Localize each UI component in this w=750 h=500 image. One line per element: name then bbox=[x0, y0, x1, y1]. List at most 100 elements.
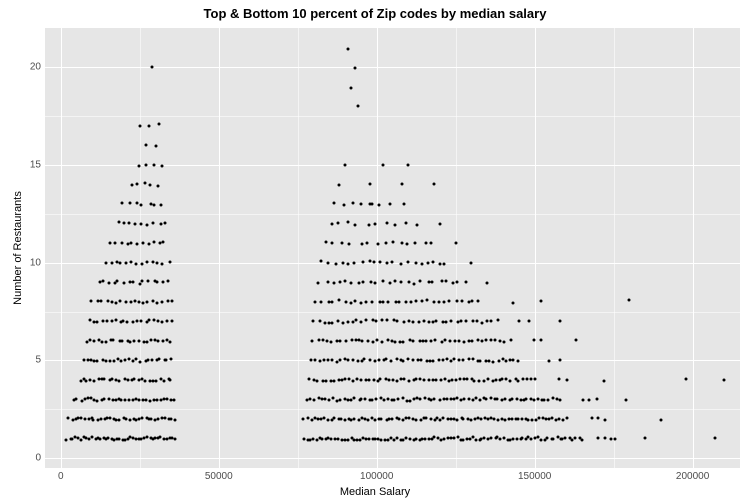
data-point bbox=[372, 340, 375, 343]
data-point bbox=[335, 262, 338, 265]
data-point bbox=[425, 417, 428, 420]
data-point bbox=[324, 379, 327, 382]
data-point bbox=[152, 240, 155, 243]
y-tick-label: 20 bbox=[17, 62, 41, 73]
data-point bbox=[135, 243, 138, 246]
data-point bbox=[128, 341, 131, 344]
data-point bbox=[467, 301, 470, 304]
data-point bbox=[127, 379, 130, 382]
data-point bbox=[156, 281, 159, 284]
data-point bbox=[106, 300, 109, 303]
data-point bbox=[325, 339, 328, 342]
data-point bbox=[402, 377, 405, 380]
data-point bbox=[314, 358, 317, 361]
data-point bbox=[432, 360, 435, 363]
data-point bbox=[152, 299, 155, 302]
data-point bbox=[158, 242, 161, 245]
data-point bbox=[438, 300, 441, 303]
data-point bbox=[415, 377, 418, 380]
data-point bbox=[448, 299, 451, 302]
data-point bbox=[314, 301, 317, 304]
data-point bbox=[369, 260, 372, 263]
data-point bbox=[310, 339, 313, 342]
data-point bbox=[467, 358, 470, 361]
data-point bbox=[566, 379, 569, 382]
data-point bbox=[449, 359, 452, 362]
data-point bbox=[367, 340, 370, 343]
data-point bbox=[471, 300, 474, 303]
y-tick-label: 0 bbox=[17, 453, 41, 464]
x-tick-label: 150000 bbox=[518, 471, 551, 482]
data-point bbox=[110, 301, 113, 304]
data-point bbox=[134, 222, 137, 225]
x-tick-label: 200000 bbox=[676, 471, 709, 482]
data-point bbox=[165, 359, 168, 362]
data-point bbox=[395, 358, 398, 361]
data-point bbox=[479, 418, 482, 421]
gridline-vertical bbox=[219, 28, 220, 468]
data-point bbox=[582, 398, 585, 401]
data-point bbox=[526, 378, 529, 381]
data-point bbox=[313, 398, 316, 401]
data-point bbox=[402, 359, 405, 362]
data-point bbox=[610, 438, 613, 441]
data-point bbox=[337, 320, 340, 323]
data-point bbox=[309, 359, 312, 362]
data-point bbox=[504, 359, 507, 362]
data-point bbox=[550, 417, 553, 420]
data-point bbox=[400, 281, 403, 284]
data-point bbox=[452, 436, 455, 439]
gridline-horizontal bbox=[45, 67, 740, 68]
data-point bbox=[351, 380, 354, 383]
data-point bbox=[407, 319, 410, 322]
data-point bbox=[397, 300, 400, 303]
data-point bbox=[306, 416, 309, 419]
data-point bbox=[416, 223, 419, 226]
data-point bbox=[158, 358, 161, 361]
data-point bbox=[70, 437, 73, 440]
data-point bbox=[155, 399, 158, 402]
data-point bbox=[125, 262, 128, 265]
data-point bbox=[496, 397, 499, 400]
gridline-horizontal-minor bbox=[45, 116, 740, 117]
data-point bbox=[517, 319, 520, 322]
data-point bbox=[364, 397, 367, 400]
data-point bbox=[596, 397, 599, 400]
data-point bbox=[444, 320, 447, 323]
data-point bbox=[398, 340, 401, 343]
data-point bbox=[152, 221, 155, 224]
data-point bbox=[419, 359, 422, 362]
data-point bbox=[79, 438, 82, 441]
data-point bbox=[446, 397, 449, 400]
data-point bbox=[402, 321, 405, 324]
data-point bbox=[157, 123, 160, 126]
data-point bbox=[92, 398, 95, 401]
data-point bbox=[106, 320, 109, 323]
data-point bbox=[126, 243, 129, 246]
gridline-horizontal-minor bbox=[45, 214, 740, 215]
data-point bbox=[359, 398, 362, 401]
data-point bbox=[352, 261, 355, 264]
data-point bbox=[431, 321, 434, 324]
data-point bbox=[418, 280, 421, 283]
data-point bbox=[359, 301, 362, 304]
data-point bbox=[414, 262, 417, 265]
data-point bbox=[383, 398, 386, 401]
data-point bbox=[145, 261, 148, 264]
data-point bbox=[407, 416, 410, 419]
data-point bbox=[574, 338, 577, 341]
data-point bbox=[103, 377, 106, 380]
data-point bbox=[170, 358, 173, 361]
data-point bbox=[395, 320, 398, 323]
data-point bbox=[471, 320, 474, 323]
gridline-vertical-minor bbox=[456, 28, 457, 468]
data-point bbox=[404, 301, 407, 304]
data-point bbox=[133, 377, 136, 380]
data-point bbox=[96, 320, 99, 323]
data-point bbox=[381, 319, 384, 322]
data-point bbox=[169, 378, 172, 381]
data-point bbox=[330, 358, 333, 361]
data-point bbox=[422, 378, 425, 381]
data-point bbox=[558, 417, 561, 420]
data-point bbox=[451, 379, 454, 382]
